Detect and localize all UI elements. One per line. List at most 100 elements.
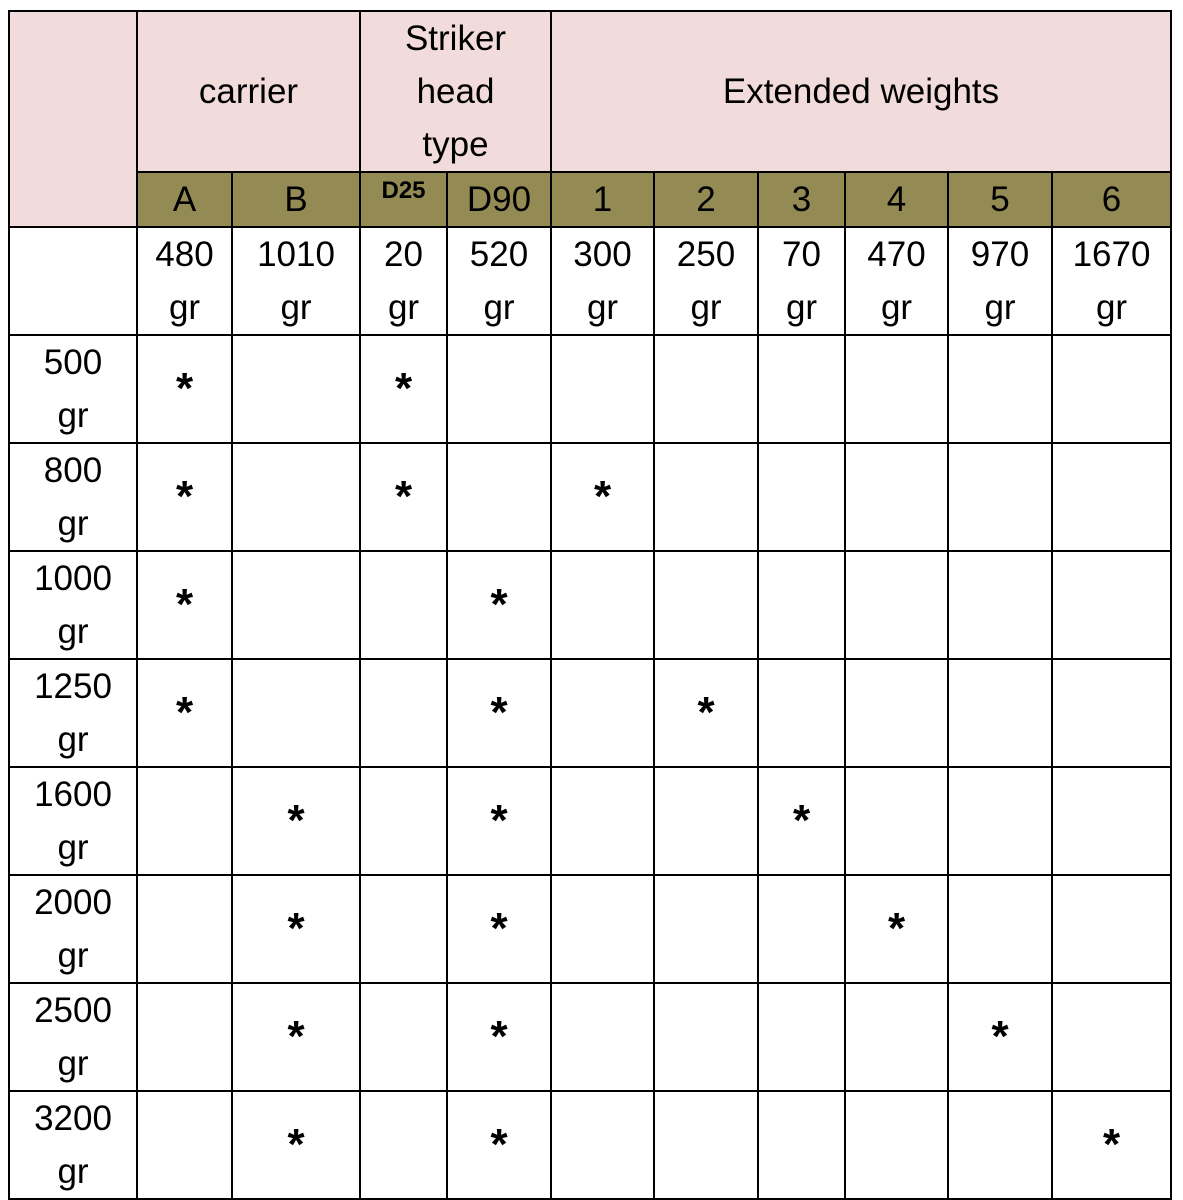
selection-mark-cell <box>231 442 361 552</box>
row-label-total-weight: 1600 gr <box>8 766 138 876</box>
selection-mark-cell <box>1051 658 1172 768</box>
selection-mark-cell <box>231 658 361 768</box>
selection-mark-cell <box>550 874 655 984</box>
selection-mark-cell: * <box>231 982 361 1092</box>
subheader-6: 6 <box>1051 171 1172 228</box>
selection-mark-cell <box>359 982 448 1092</box>
selection-mark-cell <box>359 658 448 768</box>
row-label-total-weight: 500 gr <box>8 334 138 444</box>
component-weight-cell: 70 gr <box>757 226 846 336</box>
selection-mark-cell <box>844 550 949 660</box>
selection-mark-cell <box>947 1090 1053 1200</box>
selection-mark-cell <box>1051 334 1172 444</box>
selection-mark-cell <box>550 766 655 876</box>
selection-mark-cell: * <box>231 766 361 876</box>
component-weight-cell: 250 gr <box>653 226 759 336</box>
selection-mark-cell <box>947 874 1053 984</box>
selection-mark-cell: * <box>136 550 233 660</box>
selection-mark-cell <box>359 1090 448 1200</box>
selection-mark-cell <box>359 766 448 876</box>
selection-mark-cell: * <box>550 442 655 552</box>
row-label-total-weight: 2500 gr <box>8 982 138 1092</box>
selection-mark-cell <box>653 334 759 444</box>
selection-mark-cell <box>947 766 1053 876</box>
group-header-extended-weights: Extended weights <box>550 10 1172 173</box>
table-row: 2500 gr * * * <box>8 982 1172 1092</box>
selection-mark-cell: * <box>446 1090 552 1200</box>
weight-configuration-table: carrier Striker head type Extended weigh… <box>8 10 1172 1200</box>
selection-mark-cell <box>653 442 759 552</box>
selection-mark-cell <box>550 550 655 660</box>
selection-mark-cell <box>757 982 846 1092</box>
selection-mark-cell: * <box>136 658 233 768</box>
selection-mark-cell <box>231 550 361 660</box>
subheader-a: A <box>136 171 233 228</box>
selection-mark-cell: * <box>231 874 361 984</box>
selection-mark-cell <box>136 982 233 1092</box>
row-label-total-weight: 1000 gr <box>8 550 138 660</box>
selection-mark-cell <box>653 1090 759 1200</box>
selection-mark-cell <box>844 442 949 552</box>
selection-mark-cell <box>947 334 1053 444</box>
selection-mark-cell: * <box>757 766 846 876</box>
selection-mark-cell <box>757 874 846 984</box>
selection-mark-cell <box>947 658 1053 768</box>
subheader-5: 5 <box>947 171 1053 228</box>
row-label-total-weight: 2000 gr <box>8 874 138 984</box>
component-weight-cell: 300 gr <box>550 226 655 336</box>
table-row: 1600 gr * * * <box>8 766 1172 876</box>
table-row: 2000 gr * * * <box>8 874 1172 984</box>
selection-mark-cell <box>1051 442 1172 552</box>
selection-mark-cell <box>550 334 655 444</box>
group-header-striker-head-type: Striker head type <box>359 10 552 173</box>
component-weight-cell: 470 gr <box>844 226 949 336</box>
subheader-3: 3 <box>757 171 846 228</box>
selection-mark-cell <box>550 982 655 1092</box>
selection-mark-cell <box>1051 550 1172 660</box>
selection-mark-cell <box>653 766 759 876</box>
corner-header-cell <box>8 10 138 228</box>
table-row: 1250 gr * * * <box>8 658 1172 768</box>
subheader-4: 4 <box>844 171 949 228</box>
selection-mark-cell: * <box>844 874 949 984</box>
selection-mark-cell <box>653 550 759 660</box>
selection-mark-cell: * <box>359 442 448 552</box>
subheader-b: B <box>231 171 361 228</box>
selection-mark-cell <box>653 982 759 1092</box>
selection-mark-cell: * <box>446 550 552 660</box>
selection-mark-cell: * <box>446 766 552 876</box>
selection-mark-cell <box>653 874 759 984</box>
selection-mark-cell <box>231 334 361 444</box>
table-row: 3200 gr * * * <box>8 1090 1172 1200</box>
selection-mark-cell: * <box>947 982 1053 1092</box>
selection-mark-cell <box>757 442 846 552</box>
table-row: 500 gr * * <box>8 334 1172 444</box>
subheader-d25: D25 <box>359 171 448 228</box>
selection-mark-cell: * <box>231 1090 361 1200</box>
subheader-d90: D90 <box>446 171 552 228</box>
selection-mark-cell <box>550 658 655 768</box>
selection-mark-cell <box>1051 766 1172 876</box>
selection-mark-cell <box>947 442 1053 552</box>
selection-mark-cell <box>844 334 949 444</box>
selection-mark-cell: * <box>136 334 233 444</box>
selection-mark-cell: * <box>136 442 233 552</box>
selection-mark-cell <box>550 1090 655 1200</box>
group-header-carrier: carrier <box>136 10 361 173</box>
component-weight-cell: 20 gr <box>359 226 448 336</box>
selection-mark-cell <box>136 1090 233 1200</box>
weights-row-label-cell <box>8 226 138 336</box>
component-weight-cell: 970 gr <box>947 226 1053 336</box>
selection-mark-cell: * <box>446 982 552 1092</box>
selection-mark-cell <box>844 658 949 768</box>
selection-mark-cell <box>446 334 552 444</box>
component-weight-cell: 1010 gr <box>231 226 361 336</box>
selection-mark-cell <box>947 550 1053 660</box>
selection-mark-cell: * <box>1051 1090 1172 1200</box>
selection-mark-cell: * <box>359 334 448 444</box>
selection-mark-cell <box>359 874 448 984</box>
row-label-total-weight: 800 gr <box>8 442 138 552</box>
selection-mark-cell <box>844 1090 949 1200</box>
selection-mark-cell: * <box>446 658 552 768</box>
selection-mark-cell <box>1051 874 1172 984</box>
